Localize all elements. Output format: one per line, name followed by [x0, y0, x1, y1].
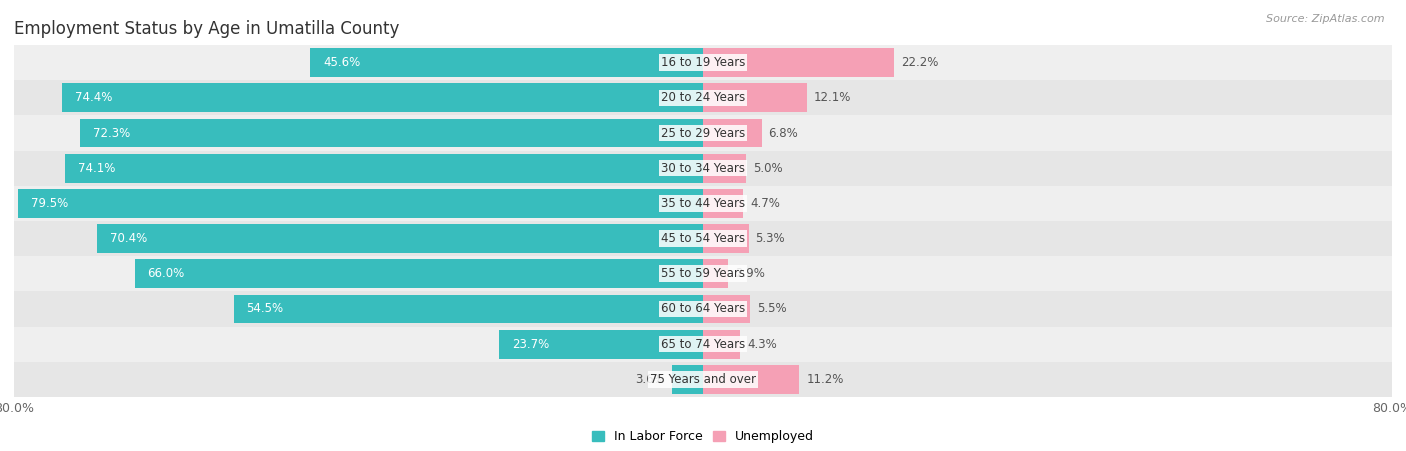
- Text: 23.7%: 23.7%: [512, 338, 550, 350]
- Bar: [703, 259, 728, 288]
- Bar: [311, 48, 703, 77]
- Text: 2.9%: 2.9%: [735, 267, 765, 280]
- Text: 5.3%: 5.3%: [755, 232, 785, 245]
- Legend: In Labor Force, Unemployed: In Labor Force, Unemployed: [592, 430, 814, 443]
- Text: 54.5%: 54.5%: [246, 303, 284, 315]
- Text: 74.4%: 74.4%: [75, 92, 112, 104]
- Bar: [703, 330, 740, 359]
- Text: 55 to 59 Years: 55 to 59 Years: [661, 267, 745, 280]
- Bar: [14, 362, 1392, 397]
- Bar: [135, 259, 703, 288]
- Bar: [703, 365, 800, 394]
- Text: 5.0%: 5.0%: [754, 162, 783, 175]
- Bar: [14, 45, 1392, 80]
- Text: 25 to 29 Years: 25 to 29 Years: [661, 127, 745, 139]
- Text: 72.3%: 72.3%: [93, 127, 131, 139]
- Text: 16 to 19 Years: 16 to 19 Years: [661, 56, 745, 69]
- Text: 11.2%: 11.2%: [807, 373, 844, 386]
- Bar: [14, 115, 1392, 151]
- Text: 74.1%: 74.1%: [77, 162, 115, 175]
- Bar: [14, 256, 1392, 291]
- Bar: [14, 221, 1392, 256]
- Text: 60 to 64 Years: 60 to 64 Years: [661, 303, 745, 315]
- Bar: [703, 154, 747, 183]
- Text: 4.7%: 4.7%: [751, 197, 780, 210]
- Bar: [499, 330, 703, 359]
- Text: 66.0%: 66.0%: [148, 267, 184, 280]
- Text: 3.6%: 3.6%: [636, 373, 665, 386]
- Bar: [233, 295, 703, 323]
- Bar: [672, 365, 703, 394]
- Bar: [703, 119, 762, 147]
- Bar: [703, 224, 748, 253]
- Bar: [14, 151, 1392, 186]
- Text: 65 to 74 Years: 65 to 74 Years: [661, 338, 745, 350]
- Text: 12.1%: 12.1%: [814, 92, 852, 104]
- Bar: [703, 295, 751, 323]
- Text: 22.2%: 22.2%: [901, 56, 938, 69]
- Text: 5.5%: 5.5%: [758, 303, 787, 315]
- Text: 45.6%: 45.6%: [323, 56, 360, 69]
- Bar: [80, 119, 703, 147]
- Text: 75 Years and over: 75 Years and over: [650, 373, 756, 386]
- Bar: [62, 83, 703, 112]
- Bar: [14, 291, 1392, 327]
- Text: 70.4%: 70.4%: [110, 232, 146, 245]
- Text: 4.3%: 4.3%: [747, 338, 776, 350]
- Text: Employment Status by Age in Umatilla County: Employment Status by Age in Umatilla Cou…: [14, 20, 399, 38]
- Bar: [703, 48, 894, 77]
- Text: 6.8%: 6.8%: [769, 127, 799, 139]
- Text: 35 to 44 Years: 35 to 44 Years: [661, 197, 745, 210]
- Text: 79.5%: 79.5%: [31, 197, 69, 210]
- Text: 30 to 34 Years: 30 to 34 Years: [661, 162, 745, 175]
- Bar: [703, 83, 807, 112]
- Bar: [14, 80, 1392, 115]
- Text: Source: ZipAtlas.com: Source: ZipAtlas.com: [1267, 14, 1385, 23]
- Text: 20 to 24 Years: 20 to 24 Years: [661, 92, 745, 104]
- Bar: [703, 189, 744, 218]
- Bar: [18, 189, 703, 218]
- Bar: [14, 186, 1392, 221]
- Bar: [97, 224, 703, 253]
- Text: 45 to 54 Years: 45 to 54 Years: [661, 232, 745, 245]
- Bar: [14, 327, 1392, 362]
- Bar: [65, 154, 703, 183]
